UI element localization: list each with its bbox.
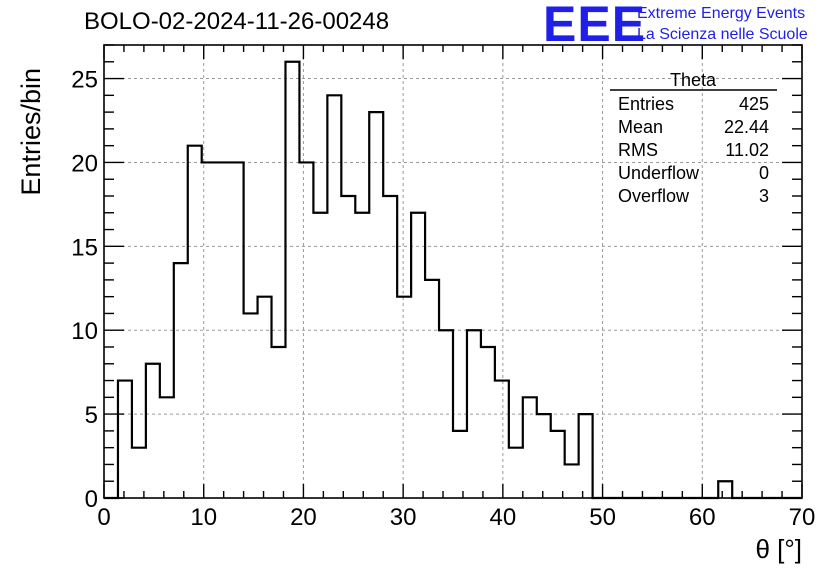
x-tick-label: 30: [390, 504, 417, 531]
logo-line-1: Extreme Energy Events: [637, 5, 806, 22]
x-tick-label: 20: [290, 504, 317, 531]
plot-frame: [103, 44, 803, 499]
stats-label-entries: Entries: [618, 94, 674, 114]
y-tick-label: 20: [71, 150, 98, 177]
run-title: BOLO-02-2024-11-26-00248: [84, 8, 390, 35]
y-tick-label: 25: [71, 67, 98, 94]
x-tick-label: 50: [589, 504, 616, 531]
stats-label-underflow: Underflow: [618, 163, 700, 183]
x-tick-label: 70: [789, 504, 816, 531]
stats-value-underflow: 0: [759, 163, 769, 183]
logo-line-2: La Scienza nelle Scuole: [637, 26, 808, 43]
stats-label-mean: Mean: [618, 117, 663, 137]
y-axis-label: Entries/bin: [16, 68, 46, 196]
eee-logo: EEE: [543, 0, 647, 52]
y-tick-label: 5: [85, 402, 98, 429]
x-tick-label: 10: [190, 504, 217, 531]
x-tick-label: 60: [689, 504, 716, 531]
x-axis-label: θ [°]: [755, 534, 802, 564]
stats-value-overflow: 3: [759, 186, 769, 206]
stats-value-mean: 22.44: [724, 117, 769, 137]
y-tick-label: 10: [71, 318, 98, 345]
stats-label-rms: RMS: [618, 140, 658, 160]
stats-value-rms: 11.02: [725, 140, 769, 160]
y-tick-label: 0: [85, 486, 98, 513]
stats-label-overflow: Overflow: [618, 186, 690, 206]
stats-value-entries: 425: [739, 94, 769, 114]
stats-box: Theta Entries 425 Mean 22.44 RMS 11.02 Underfl…: [610, 70, 777, 206]
x-tick-label: 0: [97, 504, 110, 531]
x-tick-label: 40: [490, 504, 517, 531]
stats-title: Theta: [670, 70, 717, 90]
eee-logo-text: Extreme Energy Events La Scienza nelle S…: [637, 3, 808, 45]
histogram-line: [104, 60, 802, 500]
y-tick-label: 15: [71, 234, 98, 261]
